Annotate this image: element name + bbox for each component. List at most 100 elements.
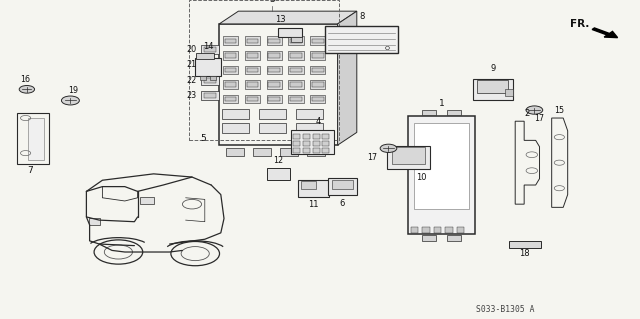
Bar (312, 39, 323, 43)
Circle shape (61, 96, 79, 105)
Bar (293, 141, 301, 146)
Text: 2: 2 (524, 109, 529, 118)
Bar (247, 97, 259, 101)
Bar (422, 110, 436, 115)
Bar (422, 235, 436, 241)
Bar (201, 60, 219, 70)
Bar (310, 66, 326, 74)
Bar (303, 141, 310, 146)
Text: 17: 17 (534, 115, 545, 123)
Bar (245, 66, 260, 74)
Text: S033-B1305 A: S033-B1305 A (476, 305, 535, 314)
Text: 12: 12 (273, 156, 284, 165)
Text: 16: 16 (20, 75, 31, 84)
Bar (447, 110, 461, 115)
Bar (269, 82, 280, 87)
Bar (222, 123, 249, 133)
Bar (28, 118, 44, 160)
Bar (392, 147, 425, 164)
Circle shape (19, 85, 35, 93)
Bar (291, 37, 302, 42)
Text: FR.: FR. (570, 19, 589, 29)
Bar (267, 95, 282, 103)
Text: 10: 10 (416, 173, 426, 182)
Text: 15: 15 (554, 106, 564, 115)
Bar (225, 68, 237, 72)
Bar (253, 148, 271, 156)
Bar (296, 108, 323, 119)
Bar (303, 148, 310, 153)
Bar (225, 97, 237, 101)
Bar (247, 39, 259, 43)
Polygon shape (338, 11, 357, 145)
Bar (267, 66, 282, 74)
Bar (411, 227, 419, 233)
Bar (298, 180, 329, 197)
Text: 21: 21 (186, 60, 196, 69)
Bar (434, 227, 442, 233)
Bar (291, 97, 302, 101)
Bar (268, 168, 290, 180)
Text: 9: 9 (490, 64, 495, 73)
Bar (414, 123, 469, 209)
Bar (280, 148, 298, 156)
Bar (310, 51, 326, 60)
Bar (477, 80, 508, 93)
Bar (225, 39, 237, 43)
Bar (189, 0, 339, 140)
Bar (293, 134, 301, 139)
Bar (301, 181, 316, 189)
Bar (293, 148, 301, 153)
FancyArrow shape (592, 28, 618, 38)
Bar (245, 51, 260, 60)
Bar (269, 97, 280, 101)
Bar (307, 148, 325, 156)
Bar (291, 53, 302, 57)
Text: 8: 8 (359, 12, 364, 21)
Bar (312, 97, 323, 101)
Bar (445, 227, 453, 233)
Bar (204, 62, 216, 67)
Bar (505, 89, 513, 96)
Bar (201, 91, 219, 100)
Bar (288, 36, 304, 45)
Text: 17: 17 (367, 153, 378, 162)
Bar (204, 93, 216, 98)
Bar (247, 68, 259, 72)
Bar (223, 51, 239, 60)
Bar (323, 141, 330, 146)
Text: O: O (385, 46, 389, 51)
Text: 7: 7 (28, 166, 33, 175)
Text: 18: 18 (520, 249, 530, 258)
Bar (223, 66, 239, 74)
Bar (225, 53, 237, 57)
Bar (259, 123, 285, 133)
Bar (323, 148, 330, 153)
Text: 13: 13 (275, 15, 285, 24)
Bar (245, 80, 260, 89)
Bar (312, 134, 320, 139)
Bar (456, 227, 464, 233)
Bar (310, 36, 326, 45)
Text: 20: 20 (186, 45, 196, 54)
Text: 23: 23 (186, 91, 196, 100)
Bar (473, 79, 513, 100)
Text: 3: 3 (269, 0, 275, 4)
Bar (291, 39, 302, 43)
Bar (200, 76, 206, 80)
Bar (303, 134, 310, 139)
Bar (245, 36, 260, 45)
Circle shape (380, 144, 397, 152)
Bar (288, 95, 304, 103)
Bar (288, 80, 304, 89)
Bar (312, 82, 323, 87)
Bar (267, 36, 282, 45)
Bar (259, 108, 285, 119)
Bar (227, 148, 244, 156)
Text: 14: 14 (203, 42, 213, 51)
Text: 4: 4 (316, 116, 321, 126)
Bar (204, 78, 216, 83)
Text: 1: 1 (439, 99, 444, 108)
Bar (312, 68, 323, 72)
Bar (328, 178, 357, 195)
